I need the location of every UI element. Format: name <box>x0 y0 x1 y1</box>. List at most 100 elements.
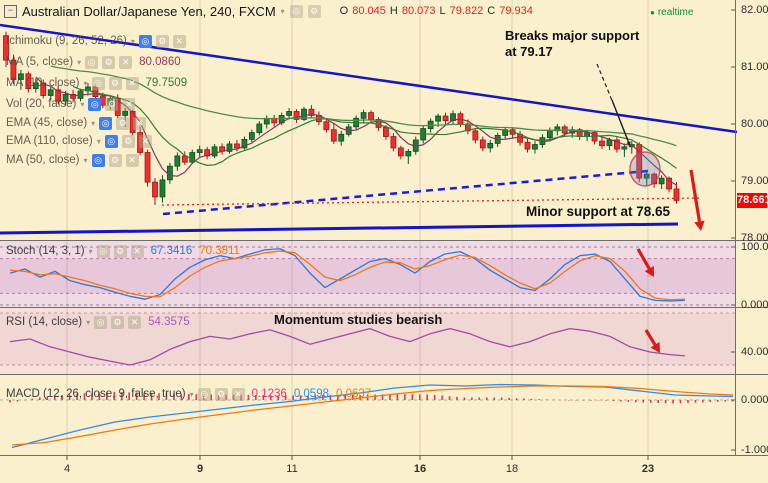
indicator-row: RSI (14, close) ▾ ◎ ⚙ ✕ 54.3575 <box>6 315 190 329</box>
candles-layer[interactable] <box>3 31 680 205</box>
indicator-row: MA (50, close) ▾ ◎ ⚙ ✕ <box>6 153 139 167</box>
annotation-minor-support[interactable]: Minor support at 78.65 <box>526 204 671 219</box>
close-icon[interactable]: ✕ <box>130 244 144 258</box>
annotation-breaks-support[interactable]: Breaks major support at 79.17 <box>505 28 639 60</box>
visibility-icon[interactable]: ◎ <box>99 116 113 130</box>
close-icon[interactable]: ✕ <box>138 134 152 148</box>
chevron-down-icon[interactable]: ▾ <box>280 6 285 16</box>
ohlc-value: 79.822 <box>449 5 484 17</box>
indicator-row: MA (10, close) ▾ ◎ ⚙ ✕ 79.7509 <box>6 76 187 90</box>
time-tick-label: 18 <box>505 463 519 475</box>
time-tick-label: 4 <box>63 463 71 475</box>
price-tick-label: 78.000 <box>741 232 768 244</box>
stoch-lines <box>9 248 686 302</box>
ohlc-readout: O 80.045 H 80.073 L 79.822 C 79.934 <box>340 5 533 17</box>
visibility-icon[interactable]: ◎ <box>197 387 211 401</box>
price-tick-label: 79.000 <box>741 175 768 187</box>
gear-icon[interactable]: ⚙ <box>116 116 130 130</box>
time-tick-label: 16 <box>413 463 427 475</box>
bearish-arrows[interactable] <box>636 169 705 353</box>
indicator-row: Ichimoku (9, 26, 52, 26) ▾ ◎ ⚙ ✕ <box>6 34 186 48</box>
dashed-annotation-arrow[interactable] <box>596 63 631 146</box>
macd-lines <box>9 383 734 449</box>
indicator-tick-label: 0.0000 <box>741 394 768 406</box>
ohlc-value: 80.073 <box>401 5 436 17</box>
realtime-dot-icon: ● <box>650 8 655 17</box>
gear-icon[interactable]: ⚙ <box>121 134 135 148</box>
gridlines <box>66 0 649 455</box>
chevron-down-icon[interactable]: ▾ <box>189 389 194 399</box>
chevron-down-icon[interactable]: ▾ <box>96 136 101 146</box>
gear-icon[interactable]: ⚙ <box>108 76 122 90</box>
visibility-icon[interactable]: ◎ <box>289 4 303 18</box>
visibility-icon[interactable]: ◎ <box>91 153 105 167</box>
gear-icon[interactable]: ⚙ <box>113 244 127 258</box>
ohlc-value: 80.045 <box>352 5 386 17</box>
visibility-icon[interactable]: ◎ <box>96 244 110 258</box>
gear-icon[interactable]: ⚙ <box>105 97 119 111</box>
close-icon[interactable]: ✕ <box>125 76 139 90</box>
visibility-icon[interactable]: ◎ <box>138 34 152 48</box>
time-tick-label: 9 <box>196 463 204 475</box>
gear-icon[interactable]: ⚙ <box>307 4 321 18</box>
chevron-down-icon[interactable]: ▾ <box>88 246 93 256</box>
collapse-icon[interactable]: − <box>4 4 17 18</box>
chart-header: − Australian Dollar/Japanese Yen, 240, F… <box>4 3 734 19</box>
close-icon[interactable]: ✕ <box>133 116 147 130</box>
chevron-down-icon[interactable]: ▾ <box>86 317 91 327</box>
price-tick-label: 81.000 <box>741 61 768 73</box>
gear-icon[interactable]: ⚙ <box>155 34 169 48</box>
indicator-row: MACD (12, 26, close, 9, false, true) ▾ ◎ ⚙ ✕… <box>6 387 371 401</box>
indicator-value: 0.0637 <box>336 388 372 400</box>
indicator-label: MA (5, close) <box>6 56 74 68</box>
chevron-down-icon[interactable]: ▾ <box>91 118 96 128</box>
close-icon[interactable]: ✕ <box>119 55 133 69</box>
indicator-value: 0.0598 <box>293 388 329 400</box>
symbol-title[interactable]: Australian Dollar/Japanese Yen, 240, FXC… <box>22 3 276 19</box>
pane-separators <box>0 0 768 460</box>
ohlc-key: O <box>339 5 349 17</box>
ohlc-value: 79.934 <box>499 5 533 17</box>
chevron-down-icon[interactable]: ▾ <box>80 99 85 109</box>
close-icon[interactable]: ✕ <box>172 34 186 48</box>
gear-icon[interactable]: ⚙ <box>108 153 122 167</box>
indicator-label: MA (10, close) <box>6 77 80 89</box>
close-icon[interactable]: ✕ <box>128 315 142 329</box>
indicator-label: RSI (14, close) <box>6 316 83 328</box>
indicator-label: Ichimoku (9, 26, 52, 26) <box>6 35 127 47</box>
indicator-value: 54.3575 <box>148 316 190 328</box>
chevron-down-icon[interactable]: ▾ <box>77 57 82 67</box>
annotation-line: at 79.17 <box>505 44 553 59</box>
chevron-down-icon[interactable]: ▾ <box>83 78 88 88</box>
trendlines[interactable] <box>0 23 738 235</box>
indicator-label: Vol (20, false) <box>6 98 77 110</box>
chevron-down-icon[interactable]: ▾ <box>130 36 135 46</box>
indicator-value: 67.3416 <box>150 245 193 257</box>
visibility-icon[interactable]: ◎ <box>91 76 105 90</box>
chevron-down-icon[interactable]: ▾ <box>83 155 88 165</box>
visibility-icon[interactable]: ◎ <box>88 97 102 111</box>
indicator-tick-label: 100.0000 <box>741 241 768 253</box>
close-icon[interactable]: ✕ <box>122 97 136 111</box>
annotation-momentum[interactable]: Momentum studies bearish <box>274 312 443 327</box>
last-price-badge: 78.661 <box>737 192 768 208</box>
visibility-icon[interactable]: ◎ <box>104 134 118 148</box>
realtime-label: realtime <box>657 7 694 18</box>
indicator-label: EMA (110, close) <box>6 135 93 147</box>
gear-icon[interactable]: ⚙ <box>111 315 125 329</box>
indicator-value: 70.3811 <box>199 245 240 257</box>
visibility-icon[interactable]: ◎ <box>85 55 99 69</box>
close-icon[interactable]: ✕ <box>125 153 139 167</box>
price-tick-label: 82.000 <box>741 4 768 16</box>
ohlc-key: C <box>487 5 496 17</box>
gear-icon[interactable]: ⚙ <box>102 55 116 69</box>
close-icon[interactable]: ✕ <box>231 387 245 401</box>
indicator-tick-label: -1.0000 <box>741 444 768 456</box>
gear-icon[interactable]: ⚙ <box>214 387 228 401</box>
indicator-row: MA (5, close) ▾ ◎ ⚙ ✕ 80.0860 <box>6 55 181 69</box>
breakdown-highlight-circle[interactable] <box>629 151 661 187</box>
visibility-icon[interactable]: ◎ <box>94 315 108 329</box>
indicator-row: EMA (110, close) ▾ ◎ ⚙ ✕ <box>6 134 152 148</box>
